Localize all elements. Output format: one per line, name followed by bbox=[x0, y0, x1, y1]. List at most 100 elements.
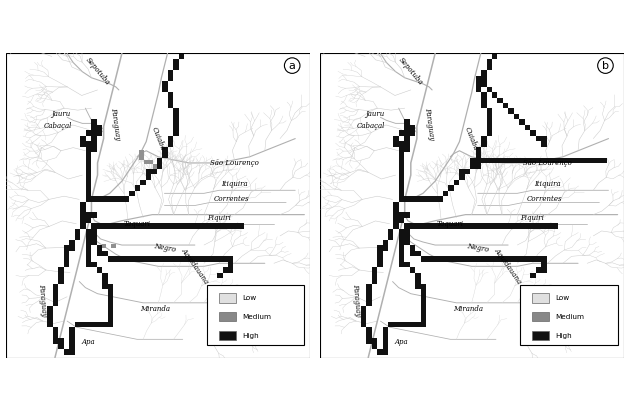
Bar bbox=[91, 147, 96, 152]
Bar bbox=[421, 224, 427, 229]
Bar bbox=[157, 163, 163, 169]
Text: b: b bbox=[602, 60, 609, 71]
Bar bbox=[508, 224, 514, 229]
Bar bbox=[91, 240, 96, 245]
Bar bbox=[53, 300, 59, 305]
Bar bbox=[118, 256, 124, 262]
Bar bbox=[410, 224, 415, 229]
Bar bbox=[382, 328, 388, 333]
Bar bbox=[102, 322, 108, 328]
Bar bbox=[377, 349, 382, 355]
Bar bbox=[590, 158, 596, 163]
Bar bbox=[399, 262, 404, 267]
Bar bbox=[86, 196, 91, 201]
Bar bbox=[135, 224, 140, 229]
Bar bbox=[454, 256, 459, 262]
Bar bbox=[151, 224, 157, 229]
Bar bbox=[219, 293, 236, 302]
Text: Miranda: Miranda bbox=[454, 305, 484, 313]
Bar bbox=[388, 322, 394, 328]
Bar bbox=[437, 224, 443, 229]
Bar bbox=[427, 224, 432, 229]
Bar bbox=[399, 180, 404, 185]
Bar bbox=[140, 224, 146, 229]
Bar bbox=[91, 234, 96, 240]
Bar bbox=[168, 136, 173, 141]
Bar bbox=[372, 267, 377, 273]
Bar bbox=[459, 174, 465, 180]
Bar bbox=[486, 65, 492, 70]
Bar bbox=[432, 256, 437, 262]
Bar bbox=[448, 256, 454, 262]
Bar bbox=[86, 212, 91, 218]
Text: Medium: Medium bbox=[555, 314, 584, 320]
Bar bbox=[503, 224, 508, 229]
Bar bbox=[146, 224, 151, 229]
Bar bbox=[536, 256, 541, 262]
Bar bbox=[470, 158, 476, 163]
Bar bbox=[173, 125, 179, 130]
Bar bbox=[443, 256, 448, 262]
Bar bbox=[200, 256, 206, 262]
Bar bbox=[492, 158, 498, 163]
Bar bbox=[195, 256, 200, 262]
Bar bbox=[377, 251, 382, 256]
Bar bbox=[541, 136, 547, 141]
Bar bbox=[476, 147, 481, 152]
Bar bbox=[96, 196, 102, 201]
Bar bbox=[465, 224, 470, 229]
Bar bbox=[64, 349, 69, 355]
Bar bbox=[492, 54, 498, 59]
Bar bbox=[421, 300, 427, 305]
Bar bbox=[382, 245, 388, 251]
Bar bbox=[486, 87, 492, 92]
Bar bbox=[541, 141, 547, 147]
Text: Itiquira: Itiquira bbox=[534, 180, 561, 188]
Bar bbox=[476, 152, 481, 158]
Bar bbox=[47, 316, 53, 322]
Bar bbox=[404, 240, 410, 245]
Bar bbox=[86, 229, 91, 234]
Bar bbox=[108, 289, 113, 295]
Bar bbox=[486, 65, 492, 70]
Bar bbox=[421, 316, 427, 322]
Bar bbox=[486, 256, 492, 262]
Bar bbox=[59, 344, 64, 349]
Bar bbox=[102, 224, 108, 229]
Bar bbox=[228, 256, 234, 262]
Bar bbox=[508, 256, 514, 262]
Bar bbox=[80, 207, 86, 212]
Bar bbox=[486, 130, 492, 136]
Bar bbox=[404, 141, 410, 147]
Bar bbox=[476, 81, 481, 87]
Bar bbox=[360, 316, 366, 322]
Bar bbox=[173, 224, 179, 229]
Bar bbox=[47, 311, 53, 316]
Bar bbox=[168, 103, 173, 109]
Bar bbox=[421, 311, 427, 316]
Bar bbox=[157, 256, 163, 262]
Bar bbox=[541, 158, 547, 163]
Bar bbox=[146, 256, 151, 262]
Bar bbox=[514, 114, 519, 120]
Bar bbox=[86, 234, 91, 240]
Bar bbox=[91, 196, 96, 201]
Bar bbox=[536, 224, 541, 229]
Text: São Lourenço: São Lourenço bbox=[524, 159, 572, 167]
Bar bbox=[530, 256, 536, 262]
Bar bbox=[173, 109, 179, 114]
Bar bbox=[454, 256, 459, 262]
Bar bbox=[410, 125, 415, 130]
Bar bbox=[547, 224, 553, 229]
Bar bbox=[476, 87, 481, 92]
Bar bbox=[118, 196, 124, 201]
Bar bbox=[212, 224, 217, 229]
Bar bbox=[96, 251, 102, 256]
Bar bbox=[415, 251, 421, 256]
Text: Low: Low bbox=[242, 295, 256, 301]
Bar bbox=[217, 273, 222, 278]
Bar bbox=[179, 224, 184, 229]
Bar bbox=[360, 311, 366, 316]
Bar bbox=[530, 158, 536, 163]
Bar bbox=[377, 262, 382, 267]
